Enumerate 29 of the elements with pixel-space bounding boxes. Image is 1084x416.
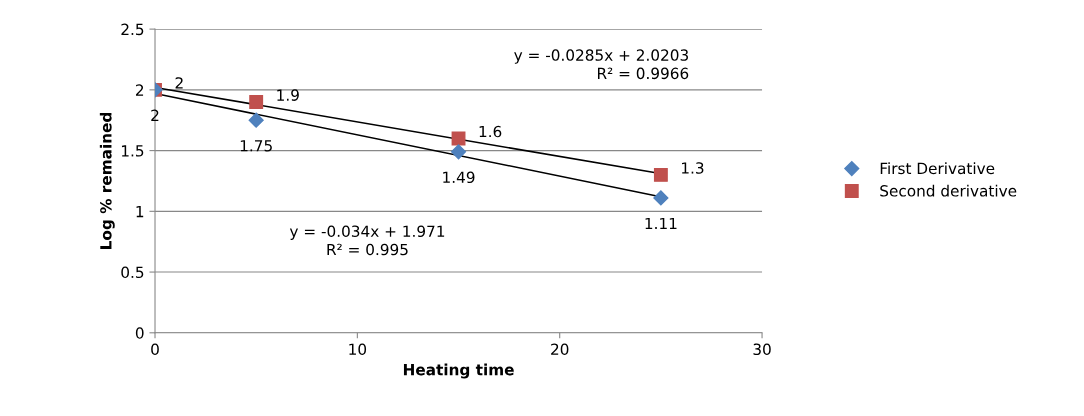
y-tick-label: 2.5 [121, 23, 144, 36]
y-tick-label: 0 [135, 327, 144, 339]
data-label: 1.49 [443, 171, 475, 184]
x-tick-label: 30 [753, 343, 771, 356]
point [653, 190, 669, 206]
x-tick-label: 20 [551, 343, 569, 356]
data-label: 1.3 [682, 162, 704, 174]
data-label: 1.11 [645, 217, 677, 230]
x-axis-title: Heating time [403, 363, 514, 379]
annotation: y = -0.0285x + 2.0203 R² = 0.9966 [514, 49, 689, 80]
y-tick-label: 2 [135, 84, 144, 96]
point [249, 95, 264, 109]
y-tick-label: 1 [136, 205, 144, 218]
data-label: 1.75 [240, 140, 272, 152]
data-label: 1.6 [479, 125, 502, 138]
data-label: 2 [151, 109, 159, 121]
y-tick-label: 1.5 [121, 145, 144, 157]
point [248, 112, 264, 128]
y-tick-label: 0.5 [121, 266, 144, 279]
x-tick-label: 10 [349, 343, 367, 356]
data-label: 2 [175, 77, 183, 89]
y-axis-title: Log % remained [99, 112, 115, 249]
legend-label: First Derivative [880, 162, 995, 175]
point [450, 144, 467, 160]
x-tick-label: 0 [151, 343, 159, 356]
legend-label: Second derivative [880, 184, 1017, 197]
point [653, 167, 668, 182]
annotation: y = -0.034x + 1.971 R² = 0.995 [289, 225, 445, 256]
data-label: 1.9 [277, 89, 299, 101]
